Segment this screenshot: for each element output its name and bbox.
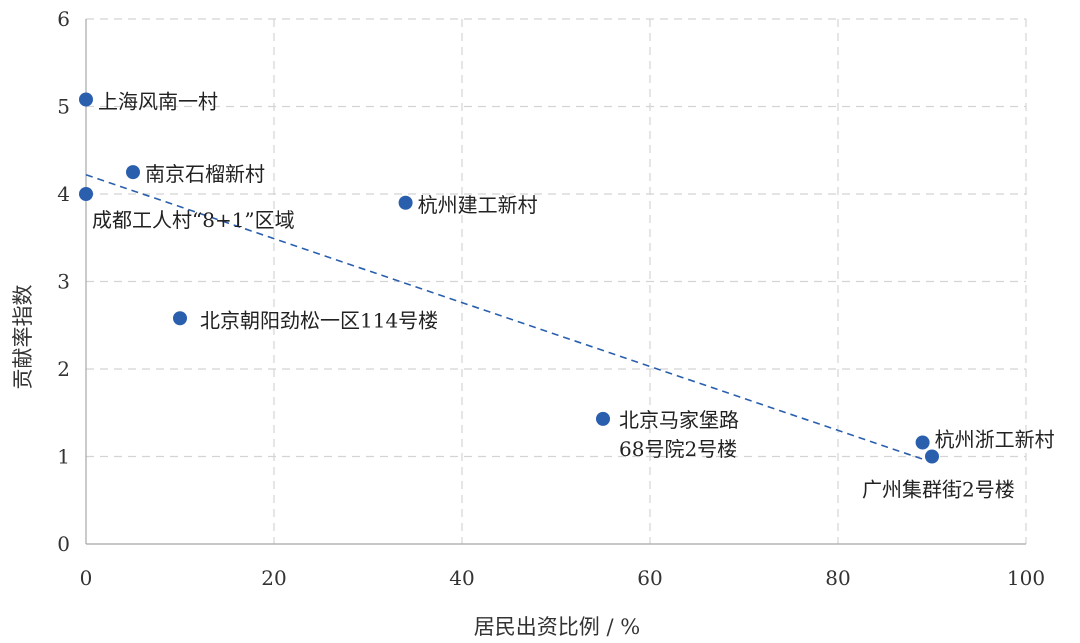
- y-tick-label: 1: [57, 445, 70, 469]
- point-label: 杭州浙工新村: [935, 428, 1055, 452]
- y-tick-label: 5: [57, 95, 70, 119]
- data-point: [398, 195, 413, 210]
- x-tick-label: 80: [825, 566, 850, 590]
- y-tick-label: 6: [57, 7, 70, 31]
- data-points: [79, 92, 939, 464]
- point-label: 杭州建工新村: [418, 193, 538, 217]
- y-tick-label: 4: [57, 182, 70, 206]
- data-point: [925, 449, 939, 464]
- y-tick-label: 2: [57, 357, 70, 381]
- data-point: [915, 435, 930, 450]
- y-tick-label: 0: [57, 532, 70, 556]
- point-label: 南京石榴新村: [145, 162, 265, 186]
- data-point: [79, 187, 93, 201]
- x-tick-label: 60: [637, 566, 662, 590]
- point-label: 广州集群街2号楼: [862, 478, 1015, 502]
- trendline-line: [85, 173, 923, 460]
- data-point: [126, 165, 140, 180]
- x-tick-label: 40: [449, 566, 474, 590]
- x-axis-title: 居民出资比例 / %: [474, 615, 640, 639]
- x-tick-label: 20: [261, 566, 286, 590]
- data-point: [79, 92, 93, 107]
- grid-lines: [86, 18, 1027, 544]
- point-label: 成都工人村“8+1”区域: [92, 208, 295, 232]
- x-tick-label: 0: [80, 566, 93, 590]
- point-label: 上海风南一村: [98, 90, 218, 114]
- trendline: [85, 173, 923, 460]
- data-point: [173, 311, 187, 326]
- data-point: [596, 411, 610, 426]
- point-label: 68号院2号楼: [619, 437, 737, 461]
- point-label: 北京马家堡路: [619, 408, 739, 432]
- x-tick-label: 100: [1007, 566, 1045, 590]
- y-tick-label: 3: [57, 270, 70, 294]
- point-label: 北京朝阳劲松一区114号楼: [200, 308, 438, 332]
- y-axis-title: 贡献率指数: [11, 285, 35, 390]
